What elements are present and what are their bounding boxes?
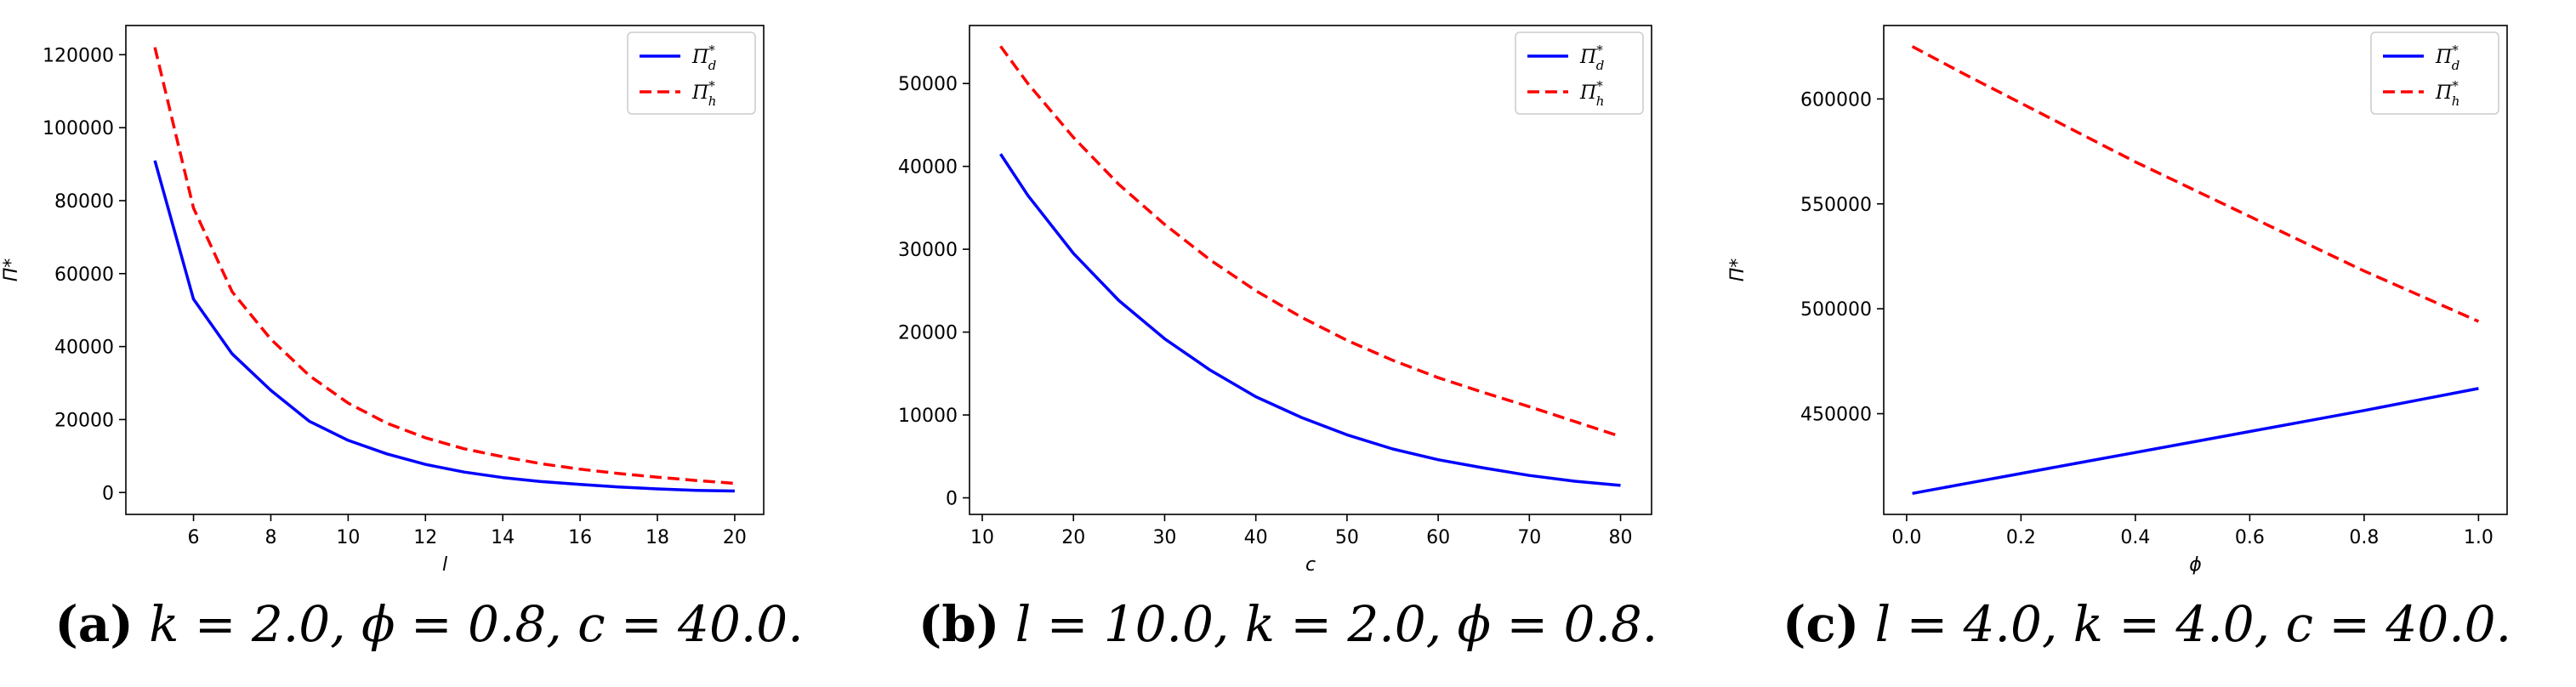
y-tick-label: 600000 bbox=[1800, 89, 1872, 111]
x-tick-label: 50 bbox=[1335, 527, 1359, 548]
series-line-pi-d bbox=[1912, 387, 2479, 496]
legend-box bbox=[1515, 31, 1644, 115]
x-axis-label: l bbox=[442, 554, 447, 576]
legend-label: Π* d bbox=[691, 43, 716, 73]
x-axis-label: c bbox=[1305, 554, 1316, 576]
y-tick-label: 30000 bbox=[898, 240, 958, 261]
x-tick-label: 0.0 bbox=[1891, 527, 1921, 548]
x-tick-label: 80 bbox=[1609, 527, 1633, 548]
caption-label: (a) bbox=[54, 595, 134, 653]
y-tick-label: 40000 bbox=[898, 157, 958, 179]
x-tick-label: 10 bbox=[970, 527, 994, 548]
chart-c: 0.0 0.2 0.4 0.6 0.8 1.0 450000 500000 550000 6000… bbox=[1727, 25, 2508, 576]
caption-b: (b) l = 10.0, k = 2.0, ϕ = 0.8. bbox=[859, 595, 1717, 653]
y-tick-label: 550000 bbox=[1800, 195, 1872, 216]
legend-label: Π* d bbox=[1579, 43, 1604, 73]
series-line-pi-d bbox=[999, 153, 1621, 487]
x-tick-label: 16 bbox=[568, 527, 592, 548]
x-axis-label: ϕ bbox=[2189, 554, 2202, 576]
x-tick-label: 40 bbox=[1244, 527, 1268, 548]
legend-label: Π* h bbox=[691, 78, 716, 109]
x-tick-label: 12 bbox=[413, 527, 437, 548]
x-tick-label: 1.0 bbox=[2464, 527, 2494, 548]
caption-text: l = 4.0, k = 4.0, c = 40.0. bbox=[1874, 595, 2512, 653]
y-tick-label: 40000 bbox=[54, 338, 114, 359]
legend-label: Π* h bbox=[1579, 78, 1604, 109]
caption-label: (c) bbox=[1782, 595, 1860, 653]
y-tick-label: 80000 bbox=[54, 191, 114, 213]
y-tick-label: 60000 bbox=[54, 264, 114, 286]
y-tick-label: 0 bbox=[946, 489, 958, 510]
y-tick-label: 100000 bbox=[43, 118, 114, 139]
legend-label: Π* d bbox=[2435, 43, 2459, 73]
y-tick-label: 20000 bbox=[898, 323, 958, 344]
x-tick-label: 20 bbox=[1061, 527, 1085, 548]
caption-label: (b) bbox=[918, 595, 1000, 653]
chart-a: 6 8 10 12 14 16 18 20 0 20000 40000 60000 80000 10000… bbox=[1, 25, 765, 576]
y-tick-label: 120000 bbox=[43, 45, 114, 66]
x-tick-label: 0.2 bbox=[2006, 527, 2036, 548]
legend-box bbox=[2370, 31, 2499, 115]
y-tick-label: 450000 bbox=[1800, 405, 1872, 426]
chart-b: 10 20 30 40 50 60 70 80 0 10000 20000 30000 40000 500… bbox=[898, 25, 1652, 576]
x-tick-label: 60 bbox=[1426, 527, 1450, 548]
series-line-pi-h bbox=[153, 47, 736, 485]
caption-c: (c) l = 4.0, k = 4.0, c = 40.0. bbox=[1718, 595, 2576, 653]
y-tick-label: 50000 bbox=[898, 74, 958, 95]
legend-label: Π* h bbox=[2435, 78, 2459, 109]
y-tick-label: 0 bbox=[102, 483, 114, 504]
x-tick-label: 0.8 bbox=[2349, 527, 2379, 548]
x-tick-label: 70 bbox=[1517, 527, 1541, 548]
y-tick-label: 10000 bbox=[898, 406, 958, 427]
caption-text: l = 10.0, k = 2.0, ϕ = 0.8. bbox=[1015, 595, 1658, 653]
y-axis-label: Π* bbox=[1, 258, 22, 282]
x-tick-label: 14 bbox=[491, 527, 515, 548]
y-axis-label: Π* bbox=[1727, 258, 1749, 282]
series-line-pi-h bbox=[1911, 45, 2480, 323]
plot-frame bbox=[1883, 25, 2508, 515]
x-tick-label: 6 bbox=[188, 527, 200, 548]
x-tick-label: 8 bbox=[264, 527, 276, 548]
panel-a: 6 8 10 12 14 16 18 20 0 20000 40000 60000 80000 10000… bbox=[0, 0, 858, 687]
series-line-pi-d bbox=[153, 160, 735, 493]
x-tick-label: 30 bbox=[1152, 527, 1176, 548]
panel-c: 0.0 0.2 0.4 0.6 0.8 1.0 450000 500000 550000 6000… bbox=[1718, 0, 2576, 687]
caption-a: (a) k = 2.0, ϕ = 0.8, c = 40.0. bbox=[0, 595, 858, 653]
y-tick-label: 20000 bbox=[54, 410, 114, 431]
plot-frame bbox=[969, 25, 1652, 515]
x-tick-label: 0.6 bbox=[2235, 527, 2265, 548]
legend-box bbox=[627, 31, 756, 115]
panel-b: 10 20 30 40 50 60 70 80 0 10000 20000 30000 40000 500… bbox=[859, 0, 1717, 687]
x-tick-label: 18 bbox=[645, 527, 669, 548]
x-tick-label: 10 bbox=[336, 527, 360, 548]
caption-text: k = 2.0, ϕ = 0.8, c = 40.0. bbox=[149, 595, 804, 653]
x-tick-label: 20 bbox=[723, 527, 747, 548]
plot-frame bbox=[125, 25, 765, 515]
y-tick-label: 500000 bbox=[1800, 299, 1872, 321]
x-tick-label: 0.4 bbox=[2120, 527, 2150, 548]
